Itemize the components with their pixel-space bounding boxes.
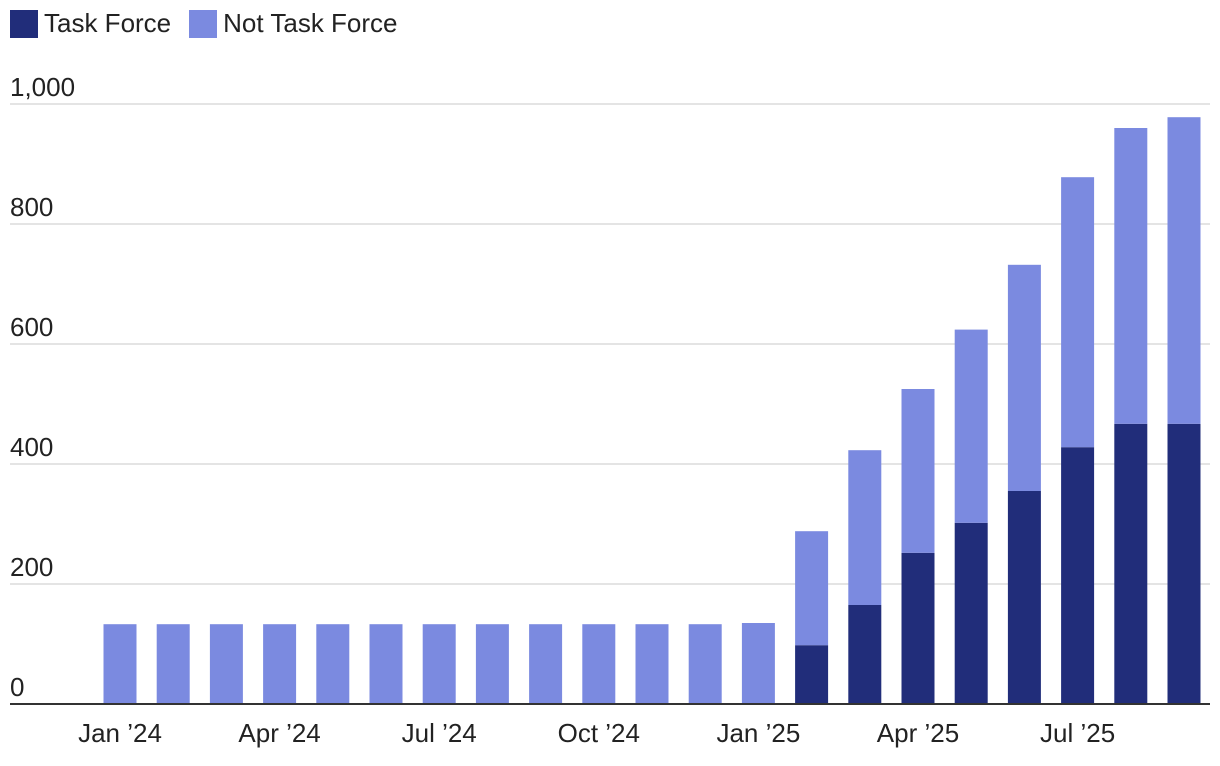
bar-not-task-force <box>529 624 563 704</box>
legend-item-task-force: Task Force <box>10 8 171 39</box>
y-tick-label: 1,000 <box>10 72 75 102</box>
bar-not-task-force <box>1007 264 1041 491</box>
bar-task-force <box>1061 447 1095 704</box>
bar-not-task-force <box>1061 177 1095 448</box>
x-tick-label: Jul ’25 <box>1040 718 1115 748</box>
bar-not-task-force <box>103 624 137 704</box>
y-tick-label: 400 <box>10 432 53 462</box>
x-tick-label: Jan ’24 <box>78 718 162 748</box>
x-tick-label: Jul ’24 <box>402 718 477 748</box>
y-tick-label: 200 <box>10 552 53 582</box>
bar-not-task-force <box>954 329 988 523</box>
bar-not-task-force <box>688 624 722 704</box>
bar-not-task-force <box>422 624 456 704</box>
bar-not-task-force <box>316 624 350 704</box>
bar-task-force <box>901 552 935 704</box>
bar-not-task-force <box>263 624 297 704</box>
bar-not-task-force <box>901 389 935 553</box>
legend-swatch-not-task-force <box>189 9 218 38</box>
x-tick-label: Jan ’25 <box>716 718 800 748</box>
legend-item-not-task-force: Not Task Force <box>189 8 398 39</box>
bar-not-task-force <box>369 624 403 704</box>
legend: Task Force Not Task Force <box>10 8 416 39</box>
bar-not-task-force <box>475 624 509 704</box>
bar-not-task-force <box>209 624 243 704</box>
x-tick-label: Oct ’24 <box>558 718 640 748</box>
y-tick-label: 800 <box>10 192 53 222</box>
y-tick-label: 600 <box>10 312 53 342</box>
bar-task-force <box>1114 423 1148 704</box>
bar-not-task-force <box>795 531 829 646</box>
x-tick-label: Apr ’24 <box>238 718 320 748</box>
y-tick-label: 0 <box>10 672 24 702</box>
bar-not-task-force <box>848 450 882 605</box>
legend-label-task-force: Task Force <box>44 8 172 38</box>
bar-not-task-force <box>635 624 669 704</box>
bar-not-task-force <box>582 624 616 704</box>
legend-swatch-task-force <box>10 9 38 38</box>
legend-label-not-task-force: Not Task Force <box>223 8 398 38</box>
bar-not-task-force <box>1167 117 1201 424</box>
bar-not-task-force <box>156 624 190 704</box>
bar-task-force <box>1167 423 1201 704</box>
bar-not-task-force <box>741 623 775 704</box>
bar-task-force <box>954 522 988 704</box>
bar-not-task-force <box>1114 128 1148 424</box>
x-tick-label: Apr ’25 <box>877 718 959 748</box>
bar-task-force <box>795 645 829 704</box>
bar-task-force <box>1007 491 1041 704</box>
bar-task-force <box>848 605 882 704</box>
